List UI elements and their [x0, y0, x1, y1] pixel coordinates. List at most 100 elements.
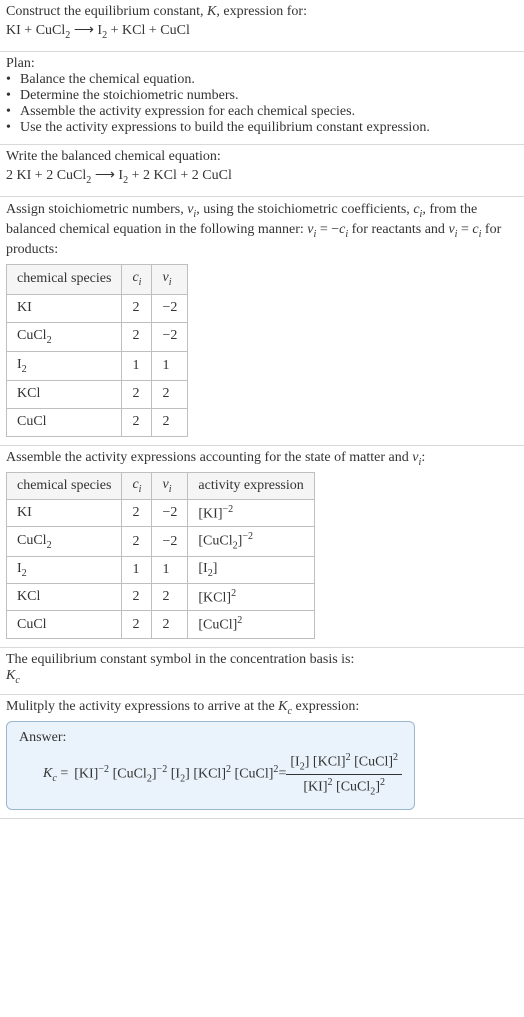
table-row: CuCl22−2 [7, 322, 188, 351]
plan-bullet-3: •Assemble the activity expression for ea… [6, 104, 518, 120]
t: CuCl [17, 328, 47, 343]
balanced-intro: Write the balanced chemical equation: [6, 149, 518, 165]
table-row: I211 [7, 351, 188, 380]
ai-b: : [421, 450, 425, 465]
t: [KCl] [313, 754, 346, 769]
c: 2 [122, 381, 152, 409]
t: ] [213, 561, 218, 576]
s: 2 [22, 568, 27, 579]
c: KCl [7, 583, 122, 611]
section-activity: Assemble the activity expressions accoun… [0, 446, 524, 648]
table-row: KI2−2 [7, 294, 188, 322]
product-1: I2 [97, 23, 107, 38]
kc-intro: The equilibrium constant symbol in the c… [6, 652, 518, 668]
c: CuCl [7, 409, 122, 437]
plus-b3: + [177, 168, 192, 183]
c: [CuCl2]−2 [188, 527, 314, 556]
denominator: [KI]2 [CuCl2]2 [286, 775, 402, 797]
eq2: = [278, 766, 286, 782]
t: CuCl [17, 533, 47, 548]
h-ci-sub: i [139, 277, 142, 288]
section-plan: Plan: •Balance the chemical equation. •D… [0, 52, 524, 145]
h-activity: activity expression [188, 472, 314, 499]
reactant-2: CuCl2 [36, 23, 71, 38]
bullet-icon: • [6, 72, 20, 88]
sa: Assign stoichiometric numbers, [6, 202, 187, 217]
unbalanced-equation: KI + CuCl2 ⟶ I2 + KCl + CuCl [6, 22, 518, 41]
t: [CuCl [198, 534, 232, 549]
product-2: KCl [122, 23, 145, 38]
ai-a: Assemble the activity expressions accoun… [6, 450, 412, 465]
table-row: KCl22 [7, 381, 188, 409]
s: 2 [22, 364, 27, 375]
p3: 2 CuCl [192, 168, 232, 183]
plan-text-1: Balance the chemical equation. [20, 72, 195, 88]
eq: = [57, 766, 68, 781]
t: [KCl] [193, 767, 226, 782]
p1: I2 [118, 168, 128, 183]
c: CuCl [7, 611, 122, 639]
table-row: KI2−2[KI]−2 [7, 499, 315, 527]
t: ] [305, 754, 310, 769]
answer-intro: Mulitply the activity expressions to arr… [6, 699, 518, 717]
K: K [43, 766, 52, 781]
c: [I2] [188, 556, 314, 583]
p: 2 [328, 777, 333, 788]
a: Mulitply the activity expressions to arr… [6, 699, 278, 714]
t: [CuCl [113, 767, 147, 782]
p: −2 [242, 531, 253, 542]
table-row: CuCl22 [7, 409, 188, 437]
rel1b: = − [316, 222, 339, 237]
plus-1: + [21, 23, 36, 38]
rel2: νi = ci [448, 222, 481, 237]
table-row: CuCl22 −2[CuCl2]−2 [7, 527, 315, 556]
rel1: νi = −ci [307, 222, 348, 237]
t: [CuCl] [198, 618, 237, 633]
table-row: CuCl22[CuCl]2 [7, 611, 315, 639]
t: [CuCl] [235, 767, 274, 782]
p: 2 [226, 764, 231, 775]
c-i-1: ci [413, 202, 422, 217]
t: [CuCl] [354, 754, 393, 769]
c: KI [7, 294, 122, 322]
numerator: [I2] [KCl]2 [CuCl]2 [286, 752, 402, 775]
section-stoich-numbers: Assign stoichiometric numbers, νi, using… [0, 197, 524, 447]
arrow-b: ⟶ [91, 168, 118, 183]
sb: , using the stoichiometric coefficients, [196, 202, 413, 217]
table-row: I211[I2] [7, 556, 315, 583]
c: 2 [152, 611, 188, 639]
nu-i-1: νi [187, 202, 196, 217]
plan-text-2: Determine the stoichiometric numbers. [20, 88, 239, 104]
activity-table: chemical species ci νi activity expressi… [6, 472, 315, 639]
arrow-1: ⟶ [70, 23, 97, 38]
t: [I [198, 561, 207, 576]
p: 2 [380, 777, 385, 788]
c: 1 [122, 351, 152, 380]
c: CuCl2 [7, 527, 122, 556]
prompt-title: Construct the equilibrium constant, K, e… [6, 4, 518, 20]
c: 2 [122, 409, 152, 437]
answer-box: Answer: Kc = [KI]−2 [CuCl2]−2 [I2] [KCl]… [6, 721, 415, 811]
kc-expression: Kc = [KI]−2 [CuCl2]−2 [I2] [KCl]2 [CuCl]… [19, 752, 402, 798]
c: 2 [122, 527, 152, 556]
K-symbol: K [207, 4, 216, 19]
plan-bullet-4: •Use the activity expressions to build t… [6, 120, 518, 136]
product-3: CuCl [160, 23, 190, 38]
K: K [278, 699, 287, 714]
c: I2 [7, 351, 122, 380]
c: 2 [122, 499, 152, 527]
prompt-text-a: Construct the equilibrium constant, [6, 4, 207, 19]
section-kc-symbol: The equilibrium constant symbol in the c… [0, 648, 524, 695]
h-species: chemical species [7, 472, 122, 499]
r1: 2 KI [6, 168, 31, 183]
c: 1 [152, 351, 188, 380]
t: [KI] [198, 506, 222, 521]
section-prompt: Construct the equilibrium constant, K, e… [0, 0, 524, 52]
K: K [6, 668, 15, 683]
section-balanced: Write the balanced chemical equation: 2 … [0, 145, 524, 197]
p: 2 [393, 752, 398, 763]
p: −2 [98, 764, 109, 775]
p: −2 [157, 764, 168, 775]
plan-heading: Plan: [6, 56, 518, 72]
h-nui: νi [152, 265, 188, 294]
